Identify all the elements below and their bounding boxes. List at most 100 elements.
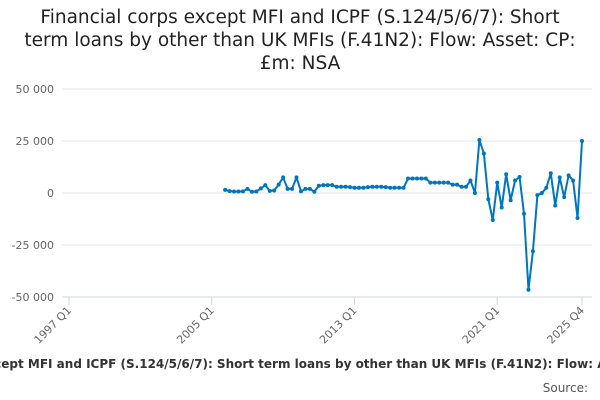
data-point: [254, 189, 259, 194]
x-tick-label: 1997 Q1: [32, 304, 75, 347]
data-point: [294, 175, 299, 180]
data-point: [575, 215, 580, 220]
legend-series-label[interactable]: Financial corps except MFI and ICPF (S.1…: [0, 357, 600, 371]
data-point: [432, 180, 437, 185]
data-point: [410, 176, 415, 181]
y-tick-label: 50 000: [16, 83, 55, 96]
data-point: [446, 180, 451, 185]
data-point: [281, 175, 286, 180]
data-point: [272, 188, 277, 193]
data-point: [290, 186, 295, 191]
data-point: [571, 178, 576, 183]
x-tick-label: 2005 Q1: [174, 304, 217, 347]
data-point: [263, 183, 268, 188]
data-point: [477, 137, 482, 142]
data-point: [553, 203, 558, 208]
data-point: [370, 184, 375, 189]
data-point: [352, 185, 357, 190]
data-point: [392, 185, 397, 190]
series-line: [224, 138, 583, 291]
data-point: [441, 180, 446, 185]
data-point: [303, 186, 308, 191]
data-point: [437, 180, 442, 185]
data-point: [316, 183, 321, 188]
data-point: [535, 193, 540, 198]
data-point: [419, 176, 424, 181]
data-point: [530, 249, 535, 254]
x-tick-label: 2013 Q1: [317, 304, 360, 347]
data-point: [401, 185, 406, 190]
data-point: [486, 197, 491, 202]
y-tick-label: -50 000: [12, 291, 54, 304]
data-point: [339, 184, 344, 189]
data-point: [548, 171, 553, 176]
data-point: [330, 183, 335, 188]
data-point: [245, 186, 250, 191]
data-point: [223, 187, 228, 192]
x-tick-label: 2021 Q1: [460, 304, 503, 347]
data-point: [406, 176, 411, 181]
data-point: [276, 182, 281, 187]
data-point: [481, 151, 486, 156]
data-point: [472, 191, 477, 195]
y-tick-label: -25 000: [12, 239, 54, 252]
data-point: [365, 185, 370, 190]
data-point: [490, 218, 495, 223]
data-point: [267, 188, 272, 193]
data-point: [508, 198, 513, 203]
data-point: [455, 182, 460, 187]
data-point: [240, 189, 245, 194]
data-point: [423, 176, 428, 181]
data-point: [526, 287, 531, 292]
data-point: [312, 189, 317, 194]
data-point: [544, 185, 549, 190]
data-point: [495, 180, 500, 185]
data-point: [517, 174, 522, 179]
data-point: [227, 189, 232, 194]
data-point: [562, 195, 567, 200]
chart-title: Financial corps except MFI and ICPF (S.1…: [20, 6, 580, 75]
data-point: [236, 189, 241, 194]
title-line: term loans by other than UK MFIs (F.41N2…: [24, 30, 576, 51]
data-point: [232, 189, 237, 194]
data-point: [321, 183, 326, 188]
data-point: [356, 185, 361, 190]
data-point: [383, 185, 388, 190]
data-point: [566, 173, 571, 178]
y-tick-label: 0: [47, 187, 54, 200]
data-point: [388, 185, 393, 190]
data-point: [557, 175, 562, 180]
data-point: [464, 184, 469, 189]
legend[interactable]: Financial corps except MFI and ICPF (S.1…: [0, 357, 600, 371]
data-point: [343, 184, 348, 189]
data-point: [285, 186, 290, 191]
data-point: [468, 178, 473, 183]
y-tick-label: 25 000: [16, 135, 55, 148]
x-tick-label: 2025 Q4: [545, 304, 588, 347]
data-point: [361, 185, 366, 190]
data-point: [513, 178, 518, 183]
data-point: [580, 139, 584, 143]
data-point: [504, 172, 509, 177]
data-point: [499, 205, 504, 210]
data-point: [428, 180, 433, 185]
data-point: [325, 183, 330, 188]
data-point: [298, 189, 303, 194]
data-point: [414, 176, 419, 181]
data-point: [374, 184, 379, 189]
data-point: [307, 186, 312, 191]
data-point: [249, 189, 254, 194]
data-point: [459, 184, 464, 189]
source-label: Source:: [542, 381, 588, 395]
data-point: [334, 184, 339, 189]
data-point: [522, 211, 527, 216]
data-point: [450, 182, 455, 187]
data-point: [539, 191, 544, 195]
data-point: [348, 185, 353, 190]
data-point: [397, 185, 402, 190]
title-line: Financial corps except MFI and ICPF (S.1…: [40, 7, 560, 28]
data-point: [379, 184, 384, 189]
title-line: £m: NSA: [259, 53, 341, 74]
data-point: [258, 186, 263, 191]
